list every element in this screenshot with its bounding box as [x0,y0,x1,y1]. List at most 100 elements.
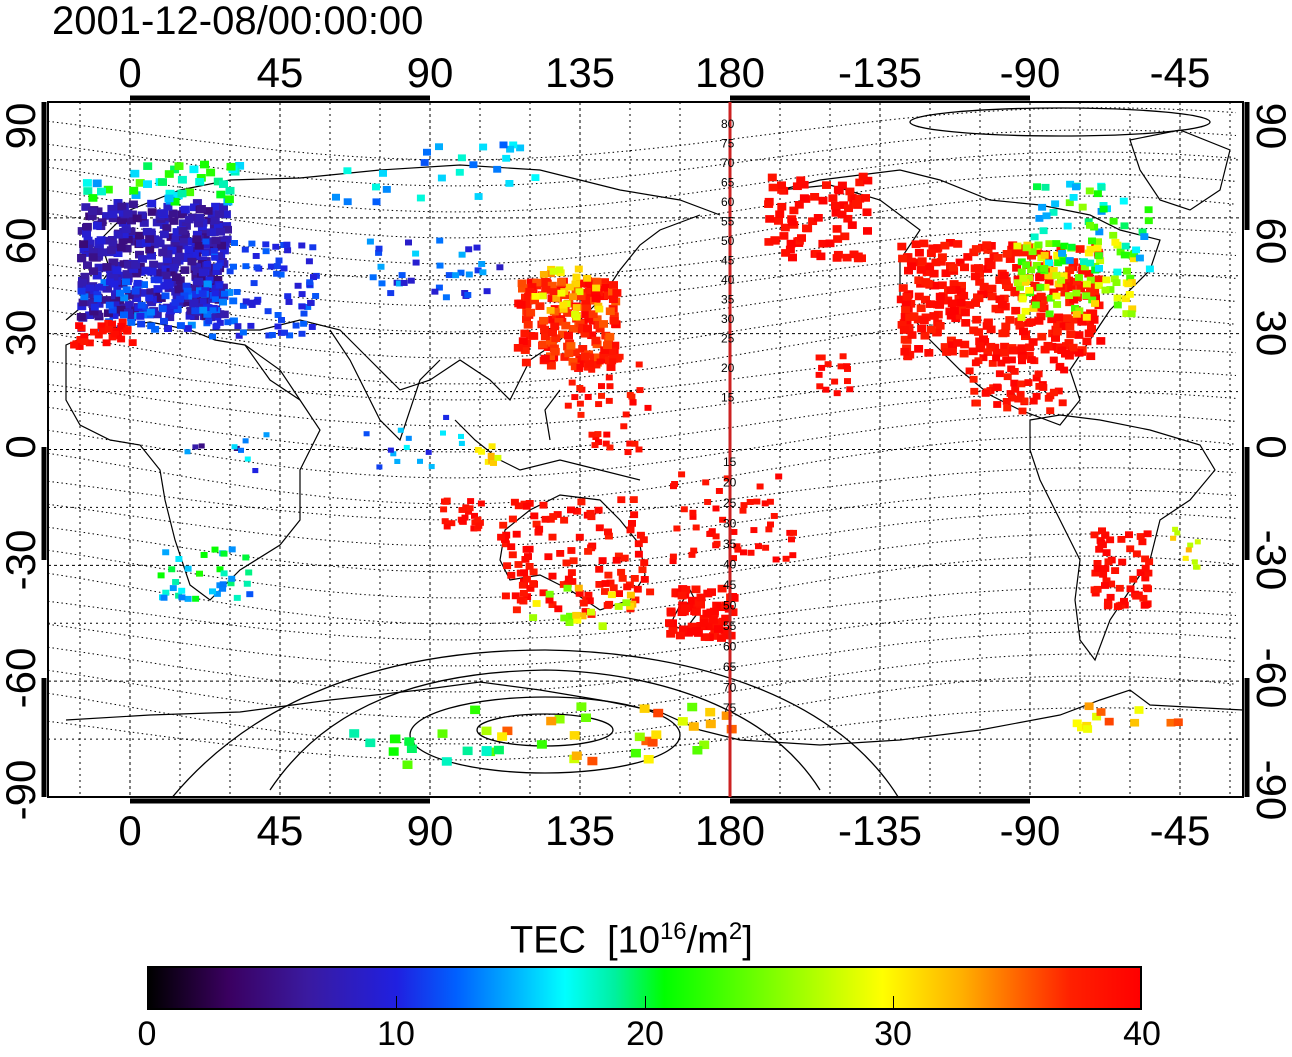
tec-cell [145,235,155,243]
tec-cell [986,325,996,334]
tec-cell [512,606,521,614]
tec-cell [185,312,195,320]
polar-contours [171,107,1211,797]
tec-cell [635,446,643,453]
tec-cell [124,309,133,317]
tec-cell [146,230,156,239]
tec-cell [914,345,924,353]
tec-cell [922,268,932,277]
tec-cell [213,275,223,284]
colorbar-tickmark-20 [645,996,646,1010]
tec-cell [496,264,504,271]
tec-cell [417,458,423,464]
tec-cell [219,246,229,255]
tec-cell [168,566,176,573]
tec-cell [572,280,581,288]
tec-cell [818,196,828,205]
tec-cell [436,237,444,244]
tec-cell [191,307,200,315]
tec-cell [1017,258,1026,266]
tec-cell [122,286,131,294]
tec-cell [264,308,272,315]
tec-cell [1060,366,1069,374]
tec-cell [570,348,580,357]
tec-cell [1060,242,1069,250]
colorbar-unit-exp: 16 [659,918,687,945]
tec-cell [902,336,912,344]
tec-cell [591,294,601,303]
tec-cell [1065,257,1074,264]
tec-cell [599,320,608,328]
tec-cell [755,543,762,550]
tec-cell [1017,350,1027,358]
tec-cell [163,250,173,258]
tec-cell [1037,303,1047,311]
tec-cell [307,300,315,306]
tec-cell [1135,254,1144,262]
lon-label-bottom-135: 135 [544,807,616,854]
tec-cell [767,521,774,528]
tec-cell [1102,549,1111,556]
tec-cell [502,154,511,162]
tec-cell [514,502,523,510]
tec-cell [497,732,508,741]
tec-cell [398,272,406,279]
tec-cell [605,397,613,404]
tec-cell [197,260,207,268]
lon-label-bottom-m45: -45 [1149,807,1211,854]
tec-cell [273,263,281,270]
tec-cell [231,444,238,450]
tec-cell [777,202,787,211]
tec-cell [183,253,193,261]
lon-label-top-m135: -135 [837,49,923,96]
tec-cell [925,262,935,271]
tec-cell [510,498,519,506]
tec-cell [190,203,199,212]
tec-cell [813,214,823,222]
tec-cell [156,294,166,302]
tec-cell [135,231,144,240]
tec-cell [109,296,119,305]
tec-cell [221,290,228,297]
tec-cell [1002,281,1011,290]
tec-cell [524,292,534,301]
tec-cell [588,310,598,318]
tec-cell [435,143,443,151]
tec-cell [108,210,118,219]
tec-cell [402,760,413,769]
tec-cell [136,239,145,248]
tec-cell [548,601,557,608]
tec-cell [1069,295,1079,304]
tec-cell [728,593,738,601]
tec-cell [1010,248,1020,257]
tec-cell [503,562,512,570]
tec-cell [1084,702,1094,711]
tec-cell [1107,580,1116,588]
tec-cell [580,329,590,338]
tec-cell [974,328,984,336]
contour-label-north: 45 [721,254,735,268]
tec-cell [1139,594,1148,602]
tec-cell [928,244,938,253]
tec-cell [728,608,738,617]
tec-cell [458,517,466,524]
tec-cell [501,592,510,600]
tec-cell [1077,723,1086,732]
tec-cell [1046,294,1055,302]
tec-cell [847,221,857,229]
tec-cell [953,240,963,248]
tec-cell [481,747,492,756]
tec-cell [936,258,946,266]
tec-cell [190,284,200,293]
tec-cell [580,352,590,361]
tec-cell [949,280,959,288]
tec-cell [1054,259,1063,267]
tec-cell [960,340,970,349]
tec-cell [1082,313,1091,321]
tec-cell [1003,373,1012,381]
tec-cell [1098,527,1106,535]
tec-cell [1122,310,1131,317]
tec-cell [306,279,314,286]
tec-cell [1140,233,1149,240]
tec-cell [575,354,585,363]
